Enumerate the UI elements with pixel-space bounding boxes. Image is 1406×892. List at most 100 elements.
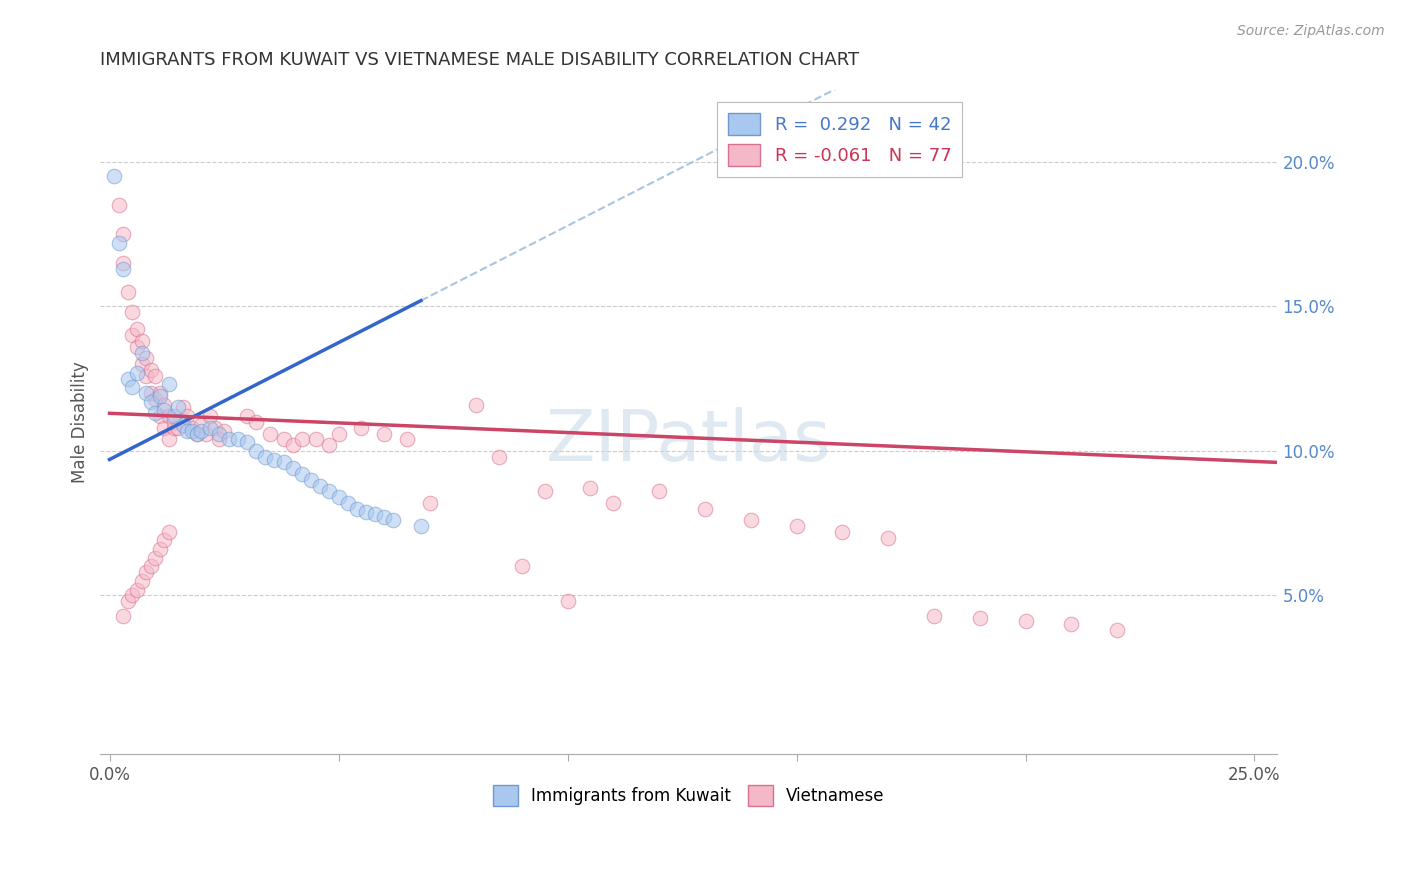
Point — [831, 524, 853, 539]
Point — [373, 510, 395, 524]
Point — [291, 467, 314, 481]
Point — [149, 409, 172, 424]
Point — [112, 608, 135, 623]
Point — [510, 559, 533, 574]
Point — [318, 484, 340, 499]
Point — [117, 594, 139, 608]
Point — [139, 386, 162, 401]
Point — [143, 406, 166, 420]
Point — [740, 513, 762, 527]
Point — [149, 542, 172, 557]
Point — [121, 328, 143, 343]
Point — [135, 368, 157, 383]
Point — [153, 403, 176, 417]
Point — [236, 409, 259, 424]
Point — [969, 611, 991, 625]
Point — [693, 501, 716, 516]
Y-axis label: Male Disability: Male Disability — [72, 361, 89, 483]
Point — [135, 386, 157, 401]
Point — [273, 455, 295, 469]
Point — [396, 432, 419, 446]
Point — [103, 169, 125, 184]
Point — [131, 345, 153, 359]
Point — [131, 574, 153, 588]
Point — [157, 432, 180, 446]
Point — [153, 398, 176, 412]
Point — [135, 565, 157, 579]
Text: IMMIGRANTS FROM KUWAIT VS VIETNAMESE MALE DISABILITY CORRELATION CHART: IMMIGRANTS FROM KUWAIT VS VIETNAMESE MAL… — [100, 51, 859, 69]
Point — [186, 426, 208, 441]
Point — [259, 426, 281, 441]
Point — [245, 443, 267, 458]
Point — [263, 452, 285, 467]
Point — [579, 482, 602, 496]
Point — [139, 559, 162, 574]
Point — [602, 496, 624, 510]
Point — [167, 421, 190, 435]
Point — [346, 501, 368, 516]
Point — [236, 435, 259, 450]
Point — [533, 484, 555, 499]
Point — [117, 371, 139, 385]
Point — [121, 588, 143, 602]
Point — [125, 582, 148, 597]
Point — [153, 421, 176, 435]
Point — [131, 334, 153, 348]
Point — [786, 519, 808, 533]
Point — [309, 478, 332, 492]
Point — [107, 198, 129, 212]
Point — [112, 256, 135, 270]
Point — [208, 432, 231, 446]
Point — [200, 409, 222, 424]
Point — [350, 421, 373, 435]
Point — [139, 394, 162, 409]
Point — [112, 227, 135, 241]
Point — [162, 409, 184, 424]
Point — [557, 594, 579, 608]
Point — [135, 351, 157, 366]
Point — [190, 417, 212, 432]
Text: Source: ZipAtlas.com: Source: ZipAtlas.com — [1237, 24, 1385, 38]
Point — [218, 432, 240, 446]
Point — [336, 496, 359, 510]
Point — [121, 380, 143, 394]
Point — [107, 235, 129, 250]
Point — [464, 398, 486, 412]
Point — [143, 392, 166, 406]
Point — [125, 366, 148, 380]
Point — [212, 424, 235, 438]
Point — [157, 524, 180, 539]
Point — [186, 426, 208, 441]
Point — [877, 531, 900, 545]
Point — [157, 377, 180, 392]
Point — [304, 432, 326, 446]
Point — [1060, 617, 1083, 632]
Point — [273, 432, 295, 446]
Point — [204, 421, 226, 435]
Legend: Immigrants from Kuwait, Vietnamese: Immigrants from Kuwait, Vietnamese — [486, 779, 891, 813]
Point — [112, 261, 135, 276]
Point — [1014, 615, 1036, 629]
Point — [922, 608, 945, 623]
Point — [143, 550, 166, 565]
Point — [121, 305, 143, 319]
Point — [117, 285, 139, 299]
Point — [176, 409, 198, 424]
Point — [181, 421, 204, 435]
Point — [226, 432, 249, 446]
Point — [281, 461, 304, 475]
Text: ZIPatlas: ZIPatlas — [546, 408, 832, 476]
Point — [281, 438, 304, 452]
Point — [254, 450, 277, 464]
Point — [364, 508, 387, 522]
Point — [190, 424, 212, 438]
Point — [181, 424, 204, 438]
Point — [409, 519, 432, 533]
Point — [318, 438, 340, 452]
Point — [167, 401, 190, 415]
Point — [149, 389, 172, 403]
Point — [172, 417, 194, 432]
Point — [373, 426, 395, 441]
Point — [200, 421, 222, 435]
Point — [176, 424, 198, 438]
